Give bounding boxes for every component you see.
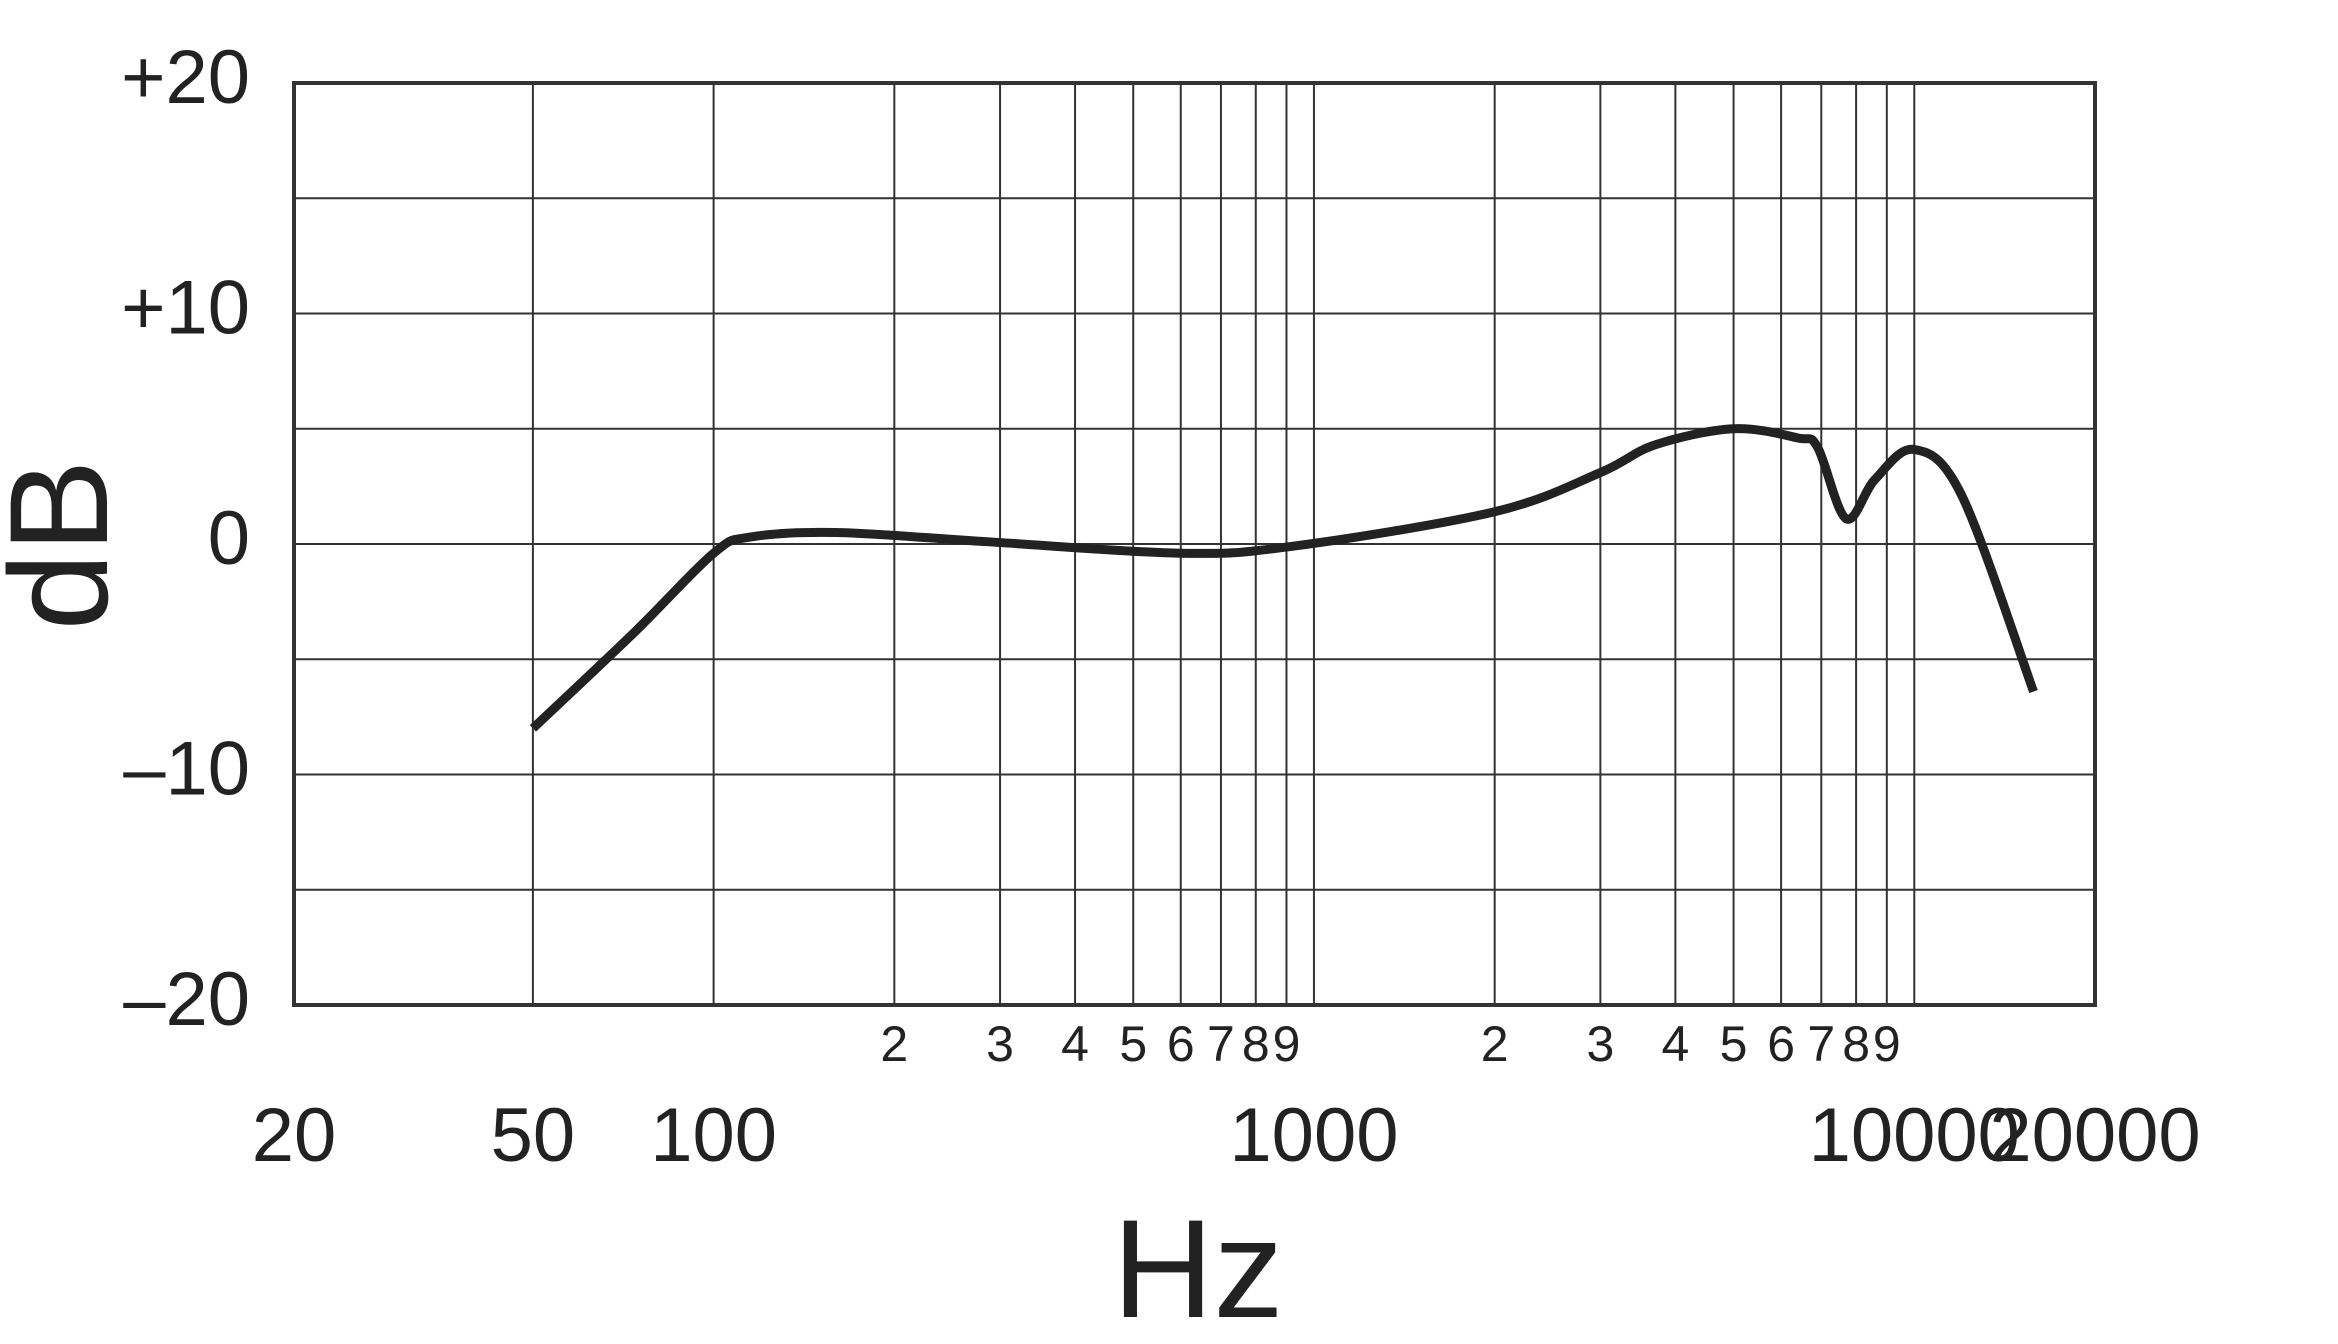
x-minor-tick-label: 7 [1207,1016,1235,1072]
y-tick-label: –10 [123,727,250,812]
x-minor-tick-label: 8 [1242,1016,1270,1072]
x-tick-label: 20000 [1989,1093,2200,1178]
y-tick-label: +10 [121,266,250,351]
x-minor-tick-label: 3 [1586,1016,1614,1072]
x-minor-tick-label: 9 [1273,1016,1301,1072]
x-minor-tick-label: 9 [1873,1016,1901,1072]
x-minor-tick-label: 8 [1842,1016,1870,1072]
y-tick-label: +20 [121,35,250,120]
x-tick-label: 100 [650,1093,777,1178]
x-minor-tick-label: 4 [1061,1016,1089,1072]
x-minor-tick-label: 5 [1119,1016,1147,1072]
plot-frame [292,81,2097,1007]
x-minor-tick-label: 2 [1481,1016,1509,1072]
x-minor-tick-label: 2 [880,1016,908,1072]
x-minor-tick-label: 6 [1167,1016,1195,1072]
x-minor-tick-label: 5 [1720,1016,1748,1072]
x-minor-tick-label: 7 [1807,1016,1835,1072]
x-tick-label: 50 [491,1093,576,1178]
x-minor-tick-label: 6 [1767,1016,1795,1072]
response-line [529,424,2038,732]
x-tick-label: 1000 [1229,1093,1398,1178]
x-minor-tick-label: 4 [1661,1016,1689,1072]
x-minor-tick-label: 3 [986,1016,1014,1072]
y-axis-label: dB [0,459,137,630]
x-tick-label: 20 [252,1093,337,1178]
x-tick-label: 10000 [1809,1093,2020,1178]
y-tick-label: 0 [208,496,250,581]
x-axis-label: Hz [1112,1190,1283,1344]
y-tick-label: –20 [123,957,250,1042]
